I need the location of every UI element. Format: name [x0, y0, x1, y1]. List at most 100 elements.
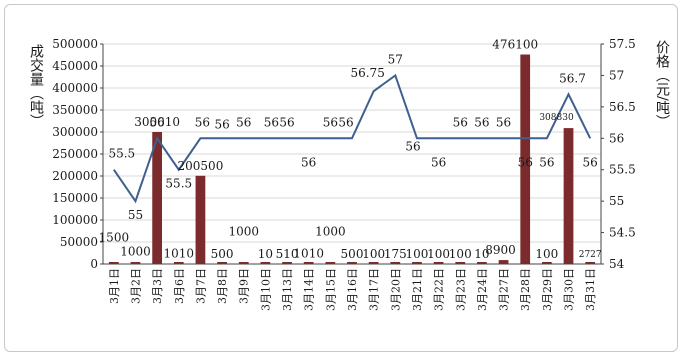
bar	[390, 262, 401, 264]
x-tick-label: 3月29日	[541, 268, 554, 311]
bar-data-label: 10	[258, 247, 273, 261]
price-data-label: 56	[338, 115, 353, 129]
x-tick-label: 3月3日	[151, 268, 164, 304]
x-tick-label: 3月28日	[519, 268, 532, 311]
price-data-label: 56	[236, 115, 251, 129]
y-tick-label: 450000	[52, 59, 98, 73]
bar-data-label: 100	[427, 247, 450, 261]
y2-tick-label: 54	[609, 257, 625, 271]
y-tick-label: 300000	[52, 125, 98, 139]
bar	[455, 262, 466, 264]
bar	[498, 260, 509, 264]
y-tick-label: 200000	[52, 169, 98, 183]
bar-data-label: 300010	[134, 115, 180, 129]
x-tick-label: 3月10日	[259, 268, 272, 311]
bar	[520, 54, 531, 265]
bar-data-label: 10	[474, 247, 489, 261]
bar	[412, 262, 422, 264]
bar-data-label: 500	[341, 247, 364, 261]
y2-tick-label: 57.5	[609, 37, 636, 51]
x-tick-label: 3月30日	[563, 268, 576, 311]
bar-data-label: 200500	[178, 159, 224, 173]
y2-tick-label: 55.5	[609, 163, 636, 177]
price-data-label: 56	[214, 117, 229, 131]
bar-data-label: 1000	[228, 225, 259, 239]
bar-data-label: 1000	[120, 245, 151, 259]
bar	[130, 262, 141, 264]
y-tick-label: 350000	[52, 103, 98, 117]
y-tick-label: 400000	[52, 81, 98, 95]
bar-data-label: 500	[211, 247, 234, 261]
bar	[585, 262, 596, 264]
bar	[368, 262, 379, 264]
price-data-label: 56	[431, 155, 446, 169]
bar-data-label: 100	[362, 247, 385, 261]
bar-data-label: 2727	[579, 250, 602, 260]
y-tick-label: 250000	[52, 147, 98, 161]
bar	[217, 262, 227, 264]
bar-data-label: 8900	[485, 243, 516, 257]
x-tick-label: 3月20日	[389, 268, 402, 311]
x-tick-label: 3月21日	[411, 268, 424, 311]
bar	[541, 262, 552, 264]
y2-axis-title: 价格（元/吨）	[654, 40, 670, 129]
bar	[173, 262, 184, 264]
bar	[108, 262, 119, 264]
axes: 0 50000 100000 150000 200000 250000 300000 3500…	[52, 37, 636, 311]
x-tick-label: 3月7日	[194, 268, 207, 304]
bar-data-label: 100	[406, 247, 429, 261]
bar-data-label: 476100	[492, 38, 538, 52]
bar-data-label: 1010	[164, 247, 195, 261]
y2-tick-label: 56.5	[609, 100, 636, 114]
x-tick-label: 3月16日	[346, 268, 359, 311]
price-data-label: 56.7	[559, 71, 586, 85]
y2-tick-label: 55	[609, 194, 624, 208]
volume-bars	[108, 54, 596, 265]
bar-data-label: 100	[535, 247, 558, 261]
bar-data-label: 1000	[315, 225, 346, 239]
bar-data-label: 1010	[293, 247, 324, 261]
x-tick-label: 3月6日	[173, 268, 186, 304]
bar	[477, 262, 487, 264]
x-tick-label: 3月9日	[238, 268, 251, 304]
bar-data-label: 100	[449, 247, 472, 261]
price-data-label: 55	[128, 208, 143, 222]
bar	[195, 175, 206, 264]
x-tick-label: 3月2日	[129, 268, 142, 304]
x-tick-label: 3月31日	[584, 268, 597, 311]
price-data-label: 56	[539, 155, 554, 169]
x-tick-label: 3月22日	[433, 268, 446, 311]
price-data-label: 56	[264, 115, 279, 129]
bar	[238, 262, 249, 264]
y2-tick-label: 54.5	[609, 226, 636, 240]
bar	[303, 262, 314, 264]
price-data-label: 56	[195, 115, 210, 129]
price-data-label: 55.5	[108, 147, 135, 161]
y2-tick-label: 57	[609, 68, 624, 82]
bar	[433, 262, 444, 264]
y2-tick-label: 56	[609, 131, 624, 145]
y-tick-label: 100000	[52, 213, 98, 227]
y-tick-label: 50000	[60, 235, 98, 249]
bar-data-label: 510	[276, 247, 299, 261]
x-tick-label: 3月27日	[498, 268, 511, 311]
x-tick-label: 3月24日	[476, 268, 489, 311]
price-data-label: 56	[518, 155, 533, 169]
bar-data-label: 1500	[99, 230, 130, 244]
x-tick-label: 3月15日	[324, 268, 337, 311]
bar	[347, 262, 357, 264]
x-tick-label: 3月13日	[281, 268, 294, 311]
x-tick-label: 3月14日	[303, 268, 316, 311]
x-tick-label: 3月1日	[108, 268, 121, 304]
y-axis-title: 成交量（吨）	[28, 44, 44, 128]
bar	[325, 262, 336, 264]
x-tick-label: 3月23日	[454, 268, 467, 311]
price-data-label: 56	[496, 115, 511, 129]
price-data-label: 56.75	[350, 66, 384, 80]
y-tick-label: 150000	[52, 191, 98, 205]
x-tick-label: 3月17日	[368, 268, 381, 311]
price-line-group	[113, 73, 592, 204]
price-data-label: 56	[279, 115, 294, 129]
